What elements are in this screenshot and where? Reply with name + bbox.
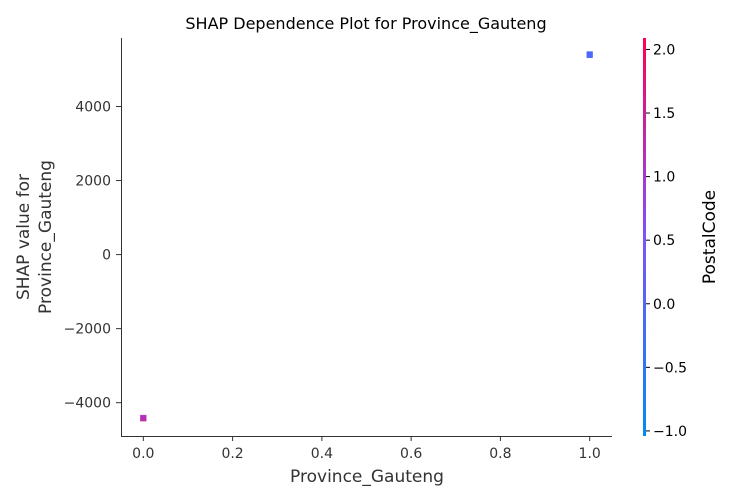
y-ticks: −4000 −2000 0 2000 4000 <box>64 99 121 412</box>
colorbar-title: PostalCode <box>700 190 720 284</box>
x-ticks: 0.0 0.2 0.4 0.6 0.8 1.0 <box>132 436 601 462</box>
y-tick-label: 0 <box>102 248 111 264</box>
y-tick-label: −2000 <box>64 322 111 338</box>
scatter-point <box>140 414 147 421</box>
x-axis-title: Province_Gauteng <box>290 467 444 487</box>
colorbar-tick-label: 1.5 <box>653 106 675 122</box>
colorbar <box>643 38 646 436</box>
y-axis-title-line-2: Province_Gauteng <box>36 160 56 314</box>
colorbar-tick-label: −0.5 <box>653 360 687 376</box>
x-tick-label: 0.6 <box>400 446 422 462</box>
x-tick-label: 0.8 <box>489 446 511 462</box>
colorbar-ticks: −1.0 −0.5 0.0 0.5 1.0 1.5 2.0 <box>646 42 687 440</box>
y-tick-label: 2000 <box>75 174 111 190</box>
colorbar-tick-label: −1.0 <box>653 424 687 440</box>
y-tick-label: −4000 <box>64 396 111 412</box>
y-tick-label: 4000 <box>75 99 111 115</box>
chart-title: SHAP Dependence Plot for Province_Gauten… <box>185 14 546 34</box>
x-tick-label: 0.4 <box>311 446 333 462</box>
x-tick-label: 1.0 <box>579 446 601 462</box>
x-tick-label: 0.2 <box>221 446 243 462</box>
plot-area <box>140 51 593 422</box>
y-axis-title-line-1: SHAP value for <box>14 174 34 300</box>
colorbar-tick-label: 1.0 <box>653 170 675 186</box>
colorbar-tick-label: 0.0 <box>653 297 675 313</box>
colorbar-tick-label: 2.0 <box>653 42 675 58</box>
scatter-point <box>586 51 593 58</box>
x-tick-label: 0.0 <box>132 446 154 462</box>
colorbar-tick-label: 0.5 <box>653 233 675 249</box>
